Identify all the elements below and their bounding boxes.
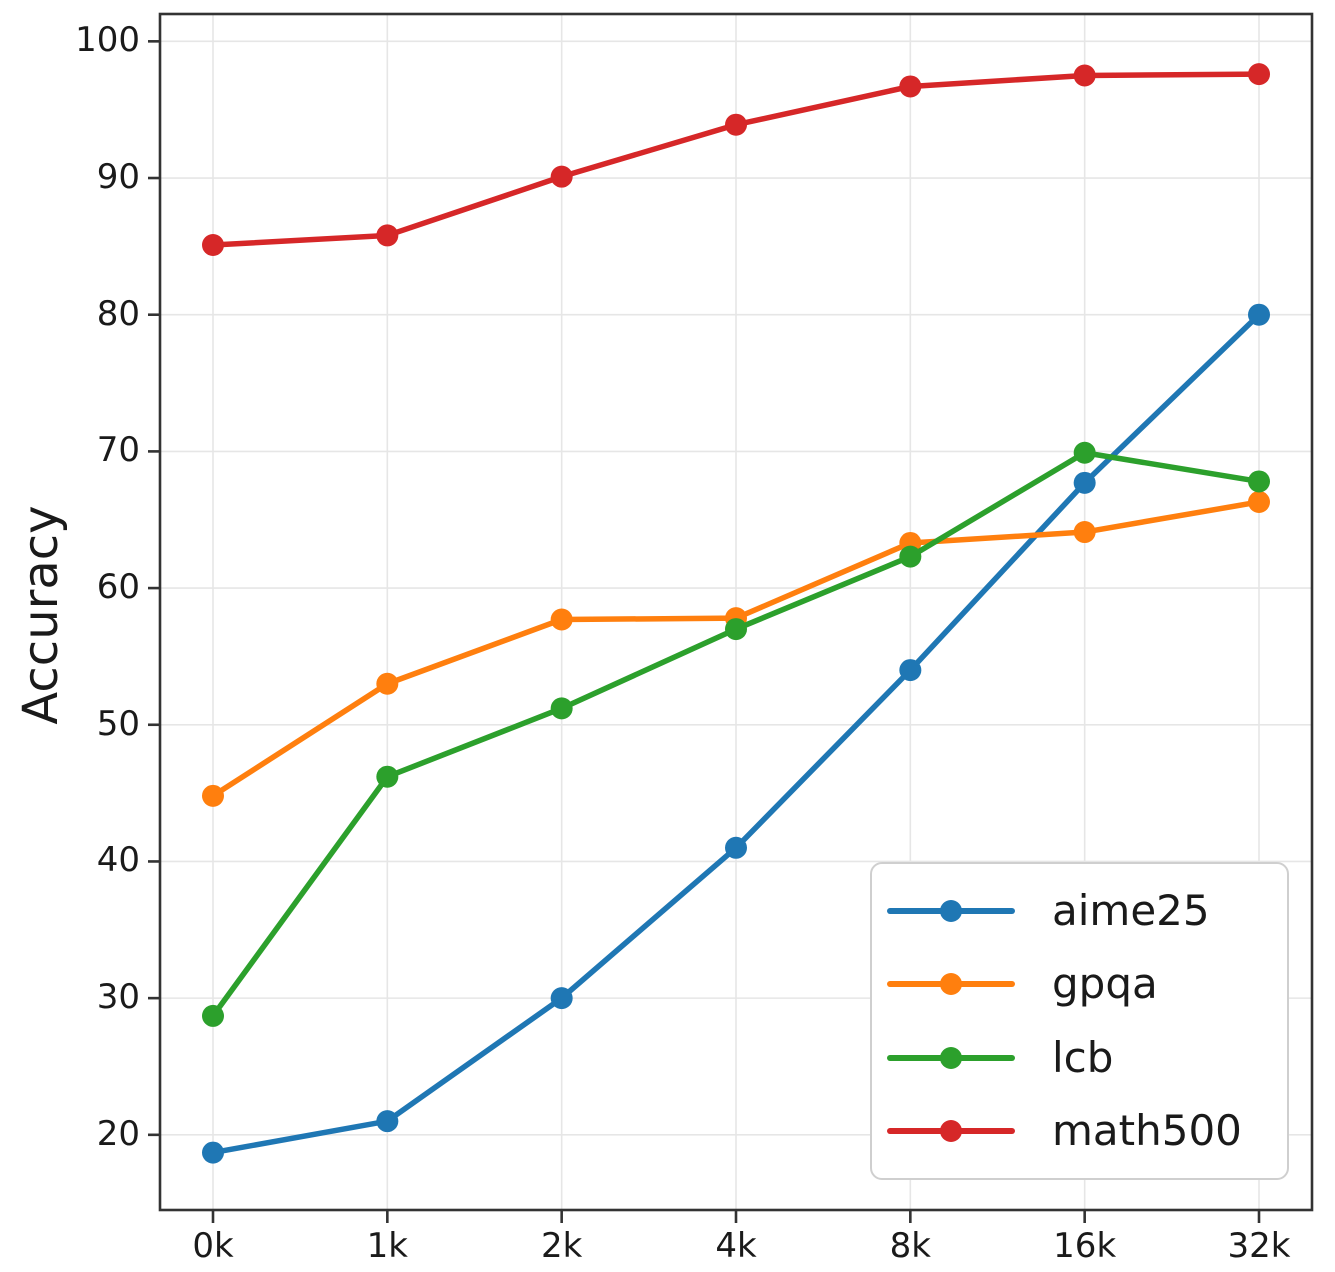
data-point-math500-2k bbox=[550, 165, 573, 188]
y-tick-label: 40 bbox=[96, 840, 140, 881]
legend-dot bbox=[940, 899, 962, 922]
data-point-aime25-8k bbox=[899, 659, 922, 682]
legend-item-aime25: aime25 bbox=[872, 876, 1287, 946]
y-tick-label: 80 bbox=[96, 293, 140, 334]
data-point-lcb-4k bbox=[725, 618, 747, 641]
data-point-lcb-2k bbox=[550, 697, 573, 720]
axes-spines bbox=[158, 12, 1314, 1212]
data-point-math500-0k bbox=[202, 233, 224, 256]
data-point-math500-8k bbox=[899, 75, 922, 98]
y-axis-label: Accuracy bbox=[13, 505, 69, 725]
data-point-aime25-4k bbox=[725, 836, 747, 859]
legend-dot bbox=[940, 1120, 962, 1143]
data-point-lcb-32k bbox=[1248, 470, 1270, 493]
legend: aime25 gpqa lcb math500 bbox=[870, 862, 1289, 1180]
y-tick-label: 30 bbox=[96, 977, 140, 1018]
x-tick-label: 16k bbox=[1053, 1226, 1117, 1266]
data-point-math500-16k bbox=[1073, 64, 1096, 87]
x-tick-label: 2k bbox=[540, 1226, 583, 1266]
x-tick-label: 32k bbox=[1227, 1226, 1291, 1266]
data-point-aime25-32k bbox=[1248, 303, 1270, 326]
data-point-math500-1k bbox=[376, 224, 399, 247]
x-tick-label: 0k bbox=[192, 1226, 234, 1266]
legend-marker-lcb bbox=[887, 1046, 1015, 1069]
data-point-aime25-0k bbox=[202, 1141, 224, 1164]
data-point-lcb-16k bbox=[1073, 441, 1096, 464]
legend-label-lcb: lcb bbox=[1052, 1032, 1114, 1082]
data-point-aime25-16k bbox=[1073, 471, 1096, 494]
data-point-math500-32k bbox=[1248, 63, 1270, 86]
data-point-lcb-8k bbox=[899, 545, 922, 568]
data-point-gpqa-2k bbox=[550, 608, 573, 631]
legend-dot bbox=[940, 973, 962, 996]
legend-marker-aime25 bbox=[887, 899, 1015, 922]
y-tick-label: 20 bbox=[96, 1114, 140, 1155]
x-tick-label: 8k bbox=[889, 1226, 931, 1266]
legend-label-gpqa: gpqa bbox=[1052, 959, 1158, 1009]
x-tick-label: 4k bbox=[715, 1226, 757, 1266]
data-point-aime25-2k bbox=[550, 987, 573, 1010]
y-tick-label: 90 bbox=[96, 157, 140, 198]
data-point-gpqa-16k bbox=[1073, 521, 1096, 544]
data-point-math500-4k bbox=[725, 113, 747, 136]
data-point-gpqa-0k bbox=[202, 784, 224, 807]
legend-item-math500: math500 bbox=[872, 1096, 1287, 1166]
x-tick-label: 1k bbox=[366, 1226, 408, 1266]
legend-item-lcb: lcb bbox=[872, 1023, 1287, 1093]
y-tick-label: 100 bbox=[75, 20, 140, 61]
legend-dot bbox=[940, 1046, 962, 1069]
y-tick-label: 70 bbox=[96, 430, 140, 471]
y-tick-label: 50 bbox=[96, 703, 140, 744]
legend-label-aime25: aime25 bbox=[1052, 885, 1210, 935]
data-point-lcb-1k bbox=[376, 765, 399, 788]
data-point-lcb-0k bbox=[202, 1004, 224, 1027]
axis-ticks bbox=[148, 40, 1261, 1223]
legend-marker-gpqa bbox=[887, 973, 1015, 996]
data-point-gpqa-32k bbox=[1248, 490, 1270, 513]
legend-item-gpqa: gpqa bbox=[872, 949, 1287, 1019]
legend-marker-math500 bbox=[887, 1120, 1015, 1143]
y-tick-label: 60 bbox=[96, 567, 140, 608]
legend-label-math500: math500 bbox=[1052, 1106, 1242, 1156]
data-point-aime25-1k bbox=[376, 1110, 399, 1133]
data-point-gpqa-1k bbox=[376, 672, 399, 695]
